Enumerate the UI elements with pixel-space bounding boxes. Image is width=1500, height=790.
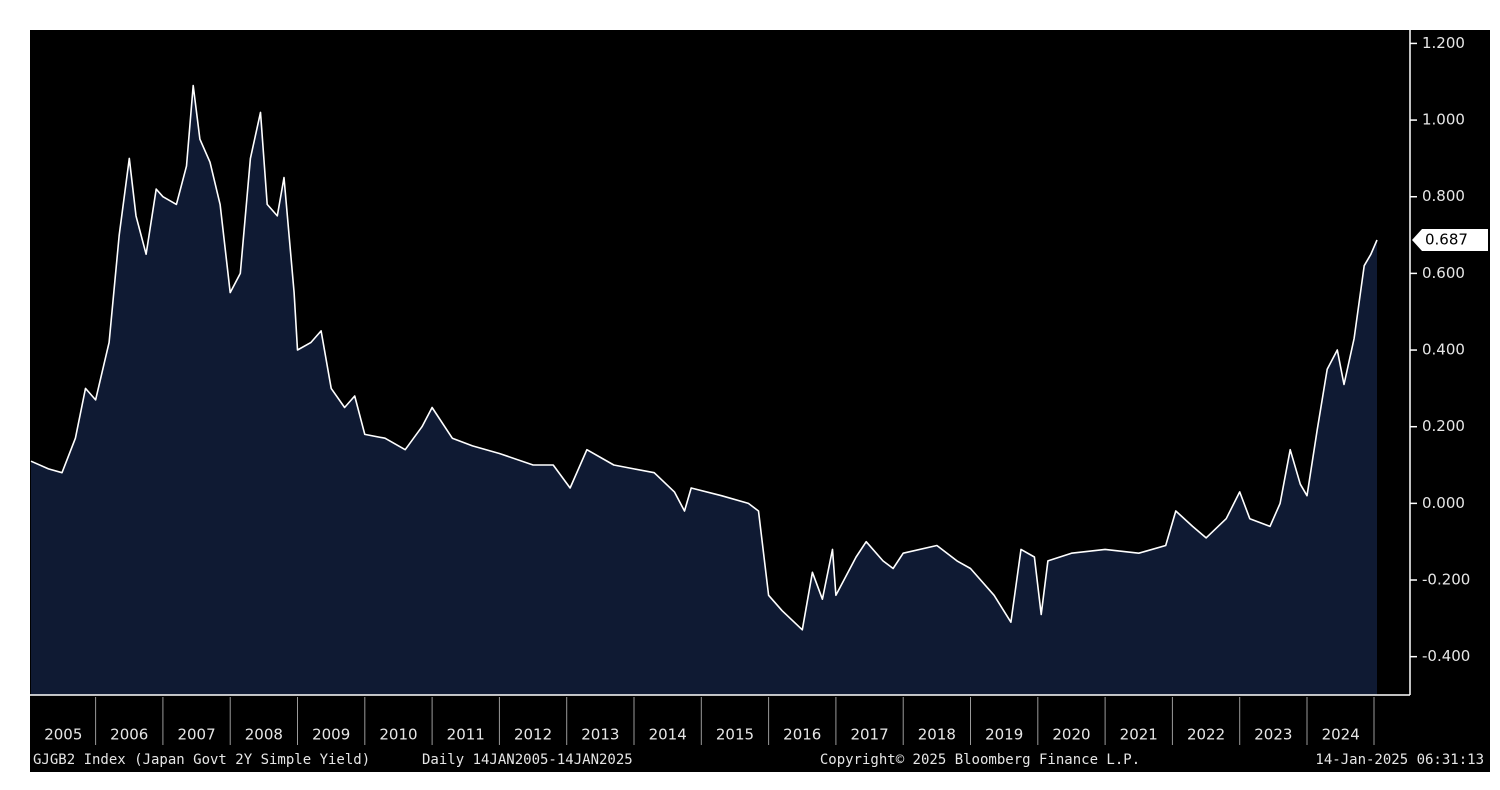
x-tick-label: 2012 bbox=[514, 726, 552, 744]
y-tick-label: 1.200 bbox=[1422, 34, 1465, 52]
y-tick-label: 0.600 bbox=[1422, 264, 1465, 282]
y-tick-label: -0.200 bbox=[1422, 571, 1470, 589]
last-value-box bbox=[1412, 229, 1488, 252]
x-tick-label: 2014 bbox=[649, 726, 687, 744]
x-tick-label: 2017 bbox=[850, 726, 888, 744]
x-tick-label: 2013 bbox=[581, 726, 619, 744]
x-tick-label: 2018 bbox=[918, 726, 956, 744]
x-tick-label: 2015 bbox=[716, 726, 754, 744]
x-tick-label: 2021 bbox=[1120, 726, 1158, 744]
x-tick-label: 2022 bbox=[1187, 726, 1225, 744]
x-tick-label: 2008 bbox=[245, 726, 283, 744]
area-fill bbox=[31, 85, 1377, 696]
x-tick-label: 2010 bbox=[379, 726, 417, 744]
line bbox=[30, 84, 1378, 631]
y-tick-label: 0.000 bbox=[1422, 494, 1465, 512]
x-tick-label: 2019 bbox=[985, 726, 1023, 744]
x-tick-label: 2006 bbox=[110, 726, 148, 744]
x-tick-label: 2016 bbox=[783, 726, 821, 744]
x-tick-label: 2011 bbox=[447, 726, 485, 744]
x-tick-label: 2005 bbox=[44, 726, 82, 744]
x-tick-label: 2009 bbox=[312, 726, 350, 744]
y-tick-label: 0.400 bbox=[1422, 341, 1465, 359]
x-tick-label: 2020 bbox=[1052, 726, 1090, 744]
x-tick-label: 2007 bbox=[177, 726, 215, 744]
source: Copyright© 2025 Bloomberg Finance L.P. bbox=[820, 752, 1140, 768]
last-value-label: 0.687 bbox=[1425, 231, 1468, 249]
x-tick-label: 2023 bbox=[1254, 726, 1292, 744]
y-tick-label: -0.400 bbox=[1422, 647, 1470, 665]
x-tick-label: 2024 bbox=[1322, 726, 1360, 744]
y-tick-label: 0.200 bbox=[1422, 417, 1465, 435]
chart-subtitle: Daily 14JAN2005-14JAN2025 bbox=[422, 752, 633, 768]
y-tick-label: 0.800 bbox=[1422, 187, 1465, 205]
timestamp: 14-Jan-2025 06:31:13 bbox=[1315, 752, 1484, 768]
chart-title: GJGB2 Index (Japan Govt 2Y Simple Yield) bbox=[33, 752, 370, 768]
y-tick-label: 1.000 bbox=[1422, 111, 1465, 129]
